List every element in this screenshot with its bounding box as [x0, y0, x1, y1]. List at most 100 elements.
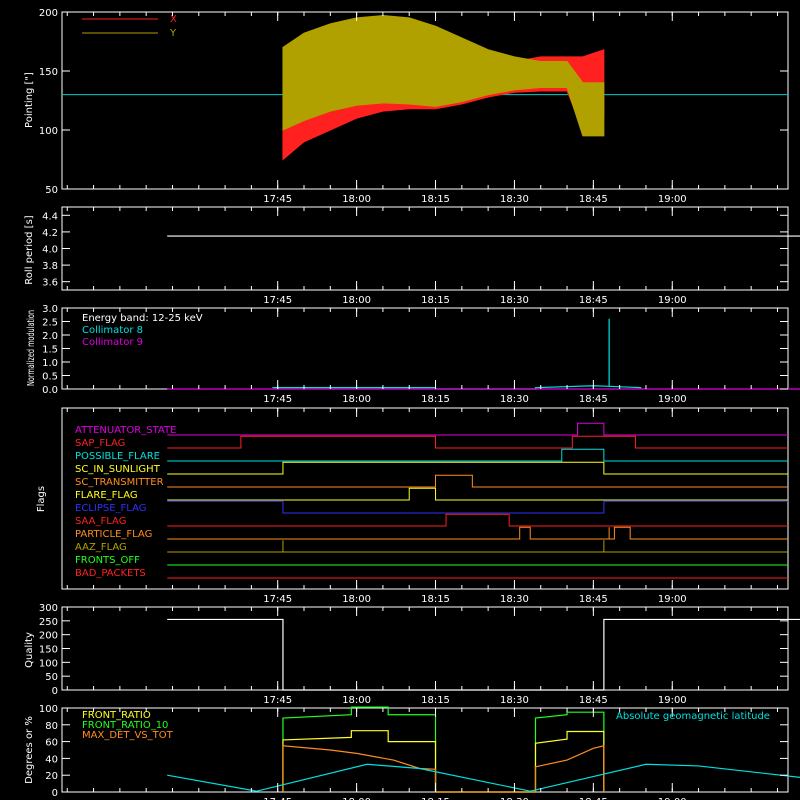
y-tick-label: 200: [39, 8, 58, 19]
y-tick-label: 0: [52, 686, 58, 697]
flag-label: ATTENUATOR_STATE: [75, 425, 176, 436]
flag-label: PARTICLE_FLAG: [75, 529, 152, 540]
x-tick-label: 18:30: [500, 194, 529, 205]
x-tick-label: 18:45: [579, 797, 608, 800]
y-tick-label: 100: [39, 658, 58, 669]
axis-layer: 17:45 18:00 18:15 18:30 18:45 19:00 3.6 3.8 4.0 4…: [42, 207, 788, 306]
flag-label: SC_IN_SUNLIGHT: [75, 464, 161, 475]
y-tick-label: 4.4: [42, 211, 58, 222]
x-tick-label: 18:30: [500, 695, 529, 706]
x-tick-label: 18:00: [342, 695, 371, 706]
y-tick-label: 250: [39, 617, 58, 628]
flag-line-flare_flag: [167, 487, 788, 501]
flag-label: SC_TRANSMITTER: [75, 477, 164, 488]
panel-frame: [61, 707, 789, 793]
panel-flags: ATTENUATOR_STATE SAP_FLAG POSSIBLE_FLARE SC…: [36, 407, 789, 605]
panel-frame: [61, 407, 789, 590]
flag-label: SAA_FLAG: [75, 516, 126, 527]
y-tick-label: 4.0: [42, 245, 58, 256]
legend-label-x: X: [170, 14, 177, 25]
y-tick-label: 150: [39, 645, 58, 656]
annotation-geomagnetic-latitude: Absolute geomagnetic latitude: [616, 711, 770, 722]
y-tick-label: 100: [39, 126, 58, 137]
annotation-energy-band: Energy band: 12-25 keV: [82, 313, 203, 324]
x-tick-label: 18:15: [421, 394, 450, 405]
flag-line-saa_flag: [167, 513, 788, 527]
y-axis-label: Flags: [36, 486, 47, 512]
y-tick-label: 3.6: [42, 278, 58, 289]
x-tick-label: 19:00: [658, 394, 687, 405]
x-tick-label: 18:15: [421, 594, 450, 605]
y-tick-label: 1.0: [42, 358, 58, 369]
panel-modulation: 17:45 18:00 18:15 18:30 18:45 19:00 0.0 0.5 1.0 1…: [26, 304, 800, 405]
y-axis-label: Degrees or %: [24, 716, 35, 784]
x-tick-label: 18:00: [342, 295, 371, 306]
series-line-front-ratio: [282, 730, 605, 793]
series-line-max-det-vs-tot: [282, 745, 605, 793]
axis-layer: 17:45 18:00 18:15 18:30 18:45 19:00 0 20 40 60 80 1…: [39, 704, 788, 800]
y-tick-label: 150: [39, 67, 58, 78]
x-tick-label: 19:00: [658, 797, 687, 800]
x-tick-label: 18:15: [421, 695, 450, 706]
series-line-0: [167, 618, 800, 691]
x-tick-label: 18:00: [342, 797, 371, 800]
panel-pointing: 17:45 18:00 18:15 18:30 18:45 19:00 50 100 150 20…: [24, 8, 789, 205]
x-tick-label: 18:15: [421, 295, 450, 306]
legend-label-y: Y: [169, 28, 177, 39]
flag-line-particle_flag: [167, 526, 788, 540]
x-tick-label: 18:30: [500, 797, 529, 800]
y-tick-label: 80: [45, 721, 58, 732]
annotation-collimator-8: Collimator 8: [82, 325, 143, 336]
series-envelope-y: [282, 15, 605, 137]
axis-layer: 17:45 18:00 18:15 18:30 18:45 19:00 50 100 150 20…: [39, 8, 788, 205]
y-tick-label: 200: [39, 631, 58, 642]
x-tick-label: 17:45: [263, 295, 292, 306]
legend-max-det-vs-tot: MAX_DET_VS_TOT: [82, 730, 174, 741]
y-tick-label: 100: [39, 704, 58, 715]
y-axis-label: Quality: [24, 632, 35, 668]
x-tick-label: 18:00: [342, 194, 371, 205]
x-tick-label: 19:00: [658, 695, 687, 706]
x-tick-label: 18:45: [579, 295, 608, 306]
y-tick-label: 2.0: [42, 331, 58, 342]
flag-line-sc_transmitter: [167, 474, 788, 488]
x-tick-label: 18:30: [500, 594, 529, 605]
x-tick-label: 18:30: [500, 295, 529, 306]
panel-quality: 17:45 18:00 18:15 18:30 18:45 19:00 0 50 100 150 2…: [24, 603, 800, 706]
x-tick-label: 18:00: [342, 394, 371, 405]
flag-line-sap_flag: [167, 435, 788, 449]
data-layer: [167, 706, 800, 793]
x-tick-label: 18:00: [342, 594, 371, 605]
legend-front-ratio-10: FRONT_RATIO_10: [82, 720, 168, 731]
flag-label: BAD_PACKETS: [75, 568, 146, 579]
y-axis-label: Pointing ["]: [24, 72, 35, 128]
x-tick-label: 17:45: [263, 695, 292, 706]
x-tick-label: 18:45: [579, 594, 608, 605]
flag-label: FLARE_FLAG: [75, 490, 138, 501]
flag-line-attenuator_state: [167, 422, 788, 436]
flag-line-sc_in_sunlight: [167, 461, 788, 475]
flag-label: AAZ_FLAG: [75, 542, 127, 553]
x-tick-label: 19:00: [658, 194, 687, 205]
x-tick-label: 18:45: [579, 695, 608, 706]
x-tick-label: 18:30: [500, 394, 529, 405]
axis-layer: 17:45 18:00 18:15 18:30 18:45 19:00 0 50 100 150 2…: [39, 603, 788, 706]
x-tick-label: 18:15: [421, 797, 450, 800]
flag-label: ECLIPSE_FLAG: [75, 503, 146, 514]
x-tick-label: 18:45: [579, 394, 608, 405]
y-tick-label: 300: [39, 603, 58, 614]
panel-frame: [61, 11, 789, 190]
panel-ratios: 17:45 18:00 18:15 18:30 18:45 19:00 0 20 40 60 80 1…: [24, 704, 800, 800]
x-tick-label: 18:15: [421, 194, 450, 205]
flag-label: SAP_FLAG: [75, 438, 125, 449]
y-tick-label: 40: [45, 754, 58, 765]
flag-line-eclipse_flag: [167, 500, 788, 514]
data-layer: [62, 15, 788, 161]
y-tick-label: 60: [45, 738, 58, 749]
y-tick-label: 50: [45, 185, 58, 196]
y-tick-label: 2.5: [42, 318, 58, 329]
x-tick-label: 17:45: [263, 594, 292, 605]
data-layer: ATTENUATOR_STATE SAP_FLAG POSSIBLE_FLARE SC…: [75, 422, 788, 579]
